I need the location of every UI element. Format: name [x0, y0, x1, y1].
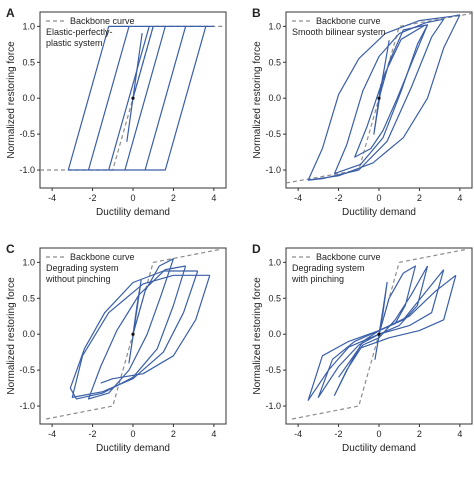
y-tick-label: 1.0 [268, 21, 281, 31]
hysteresis-loop [354, 24, 429, 158]
y-tick-label: -0.5 [265, 365, 281, 375]
hysteresis-loop [307, 269, 457, 401]
y-tick-label: 1.0 [22, 21, 35, 31]
y-axis-label: Normalized restoring force [6, 41, 17, 159]
x-tick-label: 4 [457, 429, 462, 439]
legend-label: Backbone curve [316, 16, 381, 26]
origin-marker [131, 96, 135, 100]
hysteresis-loop [308, 14, 461, 181]
y-tick-label: -0.5 [19, 365, 35, 375]
x-axis-label: Ductility demand [96, 443, 170, 454]
origin-marker [377, 332, 381, 336]
y-axis-label: Normalized restoring force [252, 41, 263, 159]
y-tick-label: -1.0 [19, 401, 35, 411]
panel-a: A -4 -2 0 2 4 -1.0 -0.5 0.0 0.5 1.0 Ductility deman… [6, 6, 227, 218]
panel-letter: D [252, 242, 261, 256]
y-tick-label: 0.5 [268, 293, 281, 303]
hysteresis-loop [100, 275, 211, 384]
panel-description: with pinching [291, 274, 344, 284]
x-tick-label: -4 [48, 429, 56, 439]
x-tick-label: -4 [294, 429, 302, 439]
panel-letter: B [252, 6, 261, 20]
panel-description: plastic system [46, 38, 103, 48]
y-tick-label: -0.5 [265, 129, 281, 139]
y-tick-label: -1.0 [265, 401, 281, 411]
x-tick-label: 4 [211, 193, 216, 203]
origin-marker [131, 332, 135, 336]
hysteresis-loop [374, 281, 388, 360]
plot-area [40, 25, 226, 171]
hysteresis-loop [87, 258, 186, 400]
panel-d: D -4 -2 0 2 4 -1.0 -0.5 0.0 0.5 1.0 Ductility deman… [252, 242, 473, 454]
plot-area [291, 248, 467, 420]
panel-description: Elastic-perfectly- [46, 27, 113, 37]
hysteresis-loop [373, 40, 390, 135]
y-axis-label: Normalized restoring force [6, 277, 17, 395]
x-tick-label: -2 [89, 193, 97, 203]
y-tick-label: 0.5 [268, 57, 281, 67]
legend-label: Backbone curve [70, 252, 135, 262]
hysteresis-loop [317, 265, 445, 398]
legend-label: Backbone curve [316, 252, 381, 262]
y-tick-label: 1.0 [268, 257, 281, 267]
x-tick-label: -2 [335, 193, 343, 203]
panel-b: B -4 -2 0 2 4 -1.0 -0.5 0.0 0.5 1.0 Ductility deman… [252, 6, 473, 218]
legend-label: Backbone curve [70, 16, 135, 26]
y-tick-label: -1.0 [19, 165, 35, 175]
panel-description: Degrading system [292, 263, 365, 273]
panel-letter: C [6, 242, 15, 256]
hysteresis-loop [71, 270, 210, 398]
panel-description: Smooth bilinear system [292, 27, 386, 37]
hysteresis-loop [307, 14, 461, 181]
y-tick-label: 0.0 [22, 93, 35, 103]
x-axis-label: Ductility demand [342, 443, 416, 454]
x-tick-label: -2 [89, 429, 97, 439]
x-tick-label: 0 [376, 429, 381, 439]
x-tick-label: -4 [48, 193, 56, 203]
x-tick-label: 2 [417, 429, 422, 439]
y-tick-label: -1.0 [265, 165, 281, 175]
panel-c: C -4 -2 0 2 4 -1.0 -0.5 0.0 0.5 1.0 Ductility deman… [6, 242, 227, 454]
panel-description: without pinching [45, 274, 111, 284]
x-tick-label: 4 [457, 193, 462, 203]
panel-description: Degrading system [46, 263, 119, 273]
x-tick-label: 4 [211, 429, 216, 439]
x-tick-label: 2 [417, 193, 422, 203]
x-axis-label: Ductility demand [96, 207, 170, 218]
origin-marker [377, 96, 381, 100]
y-tick-label: 0.0 [268, 93, 281, 103]
x-tick-label: 2 [171, 193, 176, 203]
y-tick-label: 0.0 [22, 329, 35, 339]
hysteresis-loop [338, 275, 457, 378]
hysteresis-loop [126, 32, 143, 142]
hysteresis-loop [67, 25, 214, 171]
x-tick-label: 0 [130, 193, 135, 203]
y-tick-label: 0.5 [22, 293, 35, 303]
x-tick-label: -4 [294, 193, 302, 203]
y-tick-label: -0.5 [19, 129, 35, 139]
x-tick-label: 0 [376, 193, 381, 203]
x-axis-label: Ductility demand [342, 207, 416, 218]
x-tick-label: 0 [130, 429, 135, 439]
y-tick-label: 0.0 [268, 329, 281, 339]
hysteresis-loop [333, 265, 429, 396]
plot-area [286, 12, 472, 184]
plot-area [45, 248, 221, 420]
y-tick-label: 0.5 [22, 57, 35, 67]
hysteresis-loop [333, 18, 444, 175]
panel-letter: A [6, 6, 15, 20]
x-tick-label: -2 [335, 429, 343, 439]
y-axis-label: Normalized restoring force [252, 277, 263, 395]
y-tick-label: 1.0 [22, 257, 35, 267]
x-tick-label: 2 [171, 429, 176, 439]
